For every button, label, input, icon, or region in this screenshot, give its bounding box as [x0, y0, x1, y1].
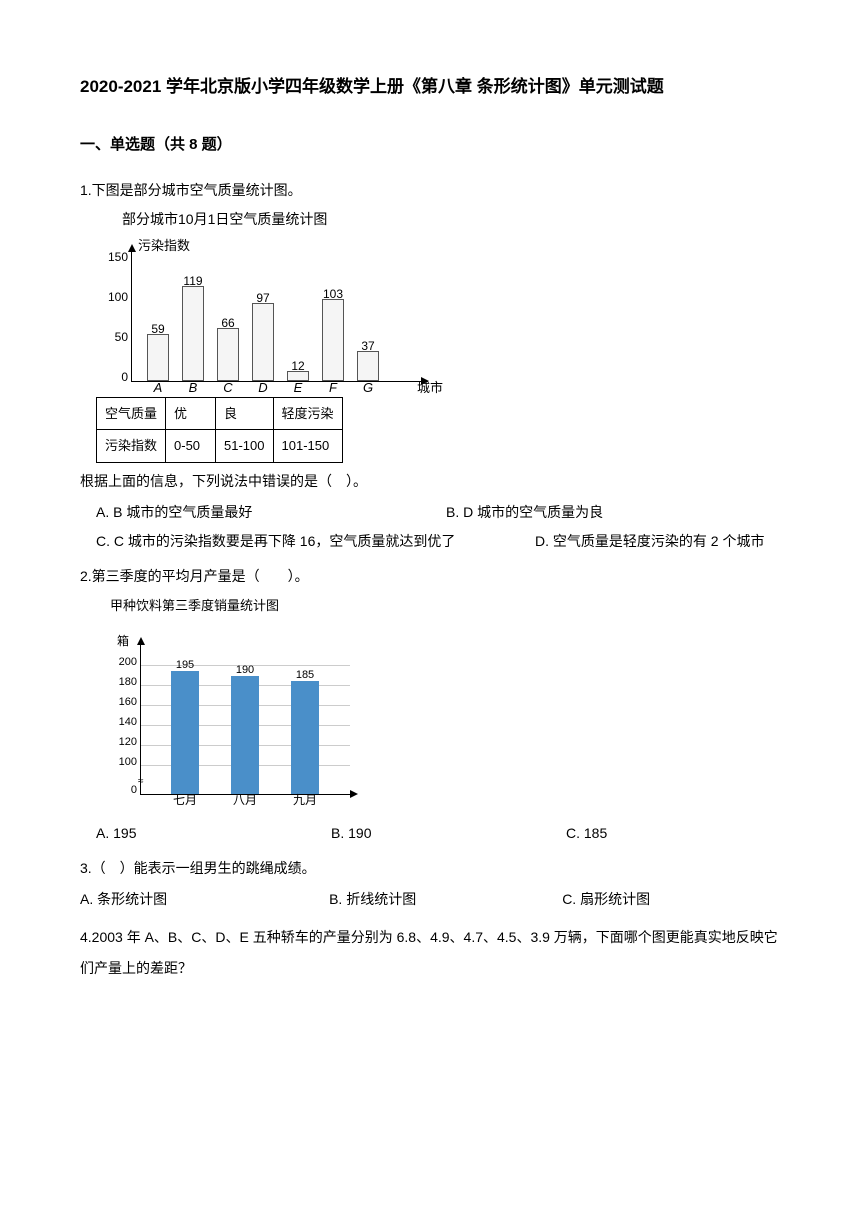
- bar-label: 103: [323, 284, 343, 306]
- arrow-right-icon: [350, 790, 358, 798]
- q3-opt-c: C. 扇形统计图: [546, 885, 779, 914]
- bar-label: 185: [296, 666, 314, 686]
- bar: 185: [291, 681, 319, 794]
- arrow-up-icon: [128, 244, 136, 252]
- ytick: 100: [111, 753, 137, 773]
- bar: 66: [217, 328, 239, 381]
- table-cell: 污染指数: [97, 430, 166, 462]
- q3-opt-a: A. 条形统计图: [80, 885, 313, 914]
- ytick: 200: [111, 653, 137, 673]
- bar-label: 190: [236, 661, 254, 681]
- q1-sub-prompt: 根据上面的信息，下列说法中错误的是（ ）。: [80, 469, 780, 494]
- q1-opt-c: C. C 城市的污染指数要是再下降 16，空气质量就达到优了: [80, 527, 535, 556]
- q1-xaxis-label: 城市: [417, 376, 443, 399]
- table-cell: 优: [166, 397, 216, 429]
- ytick: 100: [102, 287, 128, 309]
- q2-chart-title: 甲种饮料第三季度销量统计图: [110, 594, 780, 617]
- q1-chart: 部分城市10月1日空气质量统计图 污染指数 城市 05010015059A119…: [96, 207, 780, 389]
- xtick: 七月: [170, 790, 200, 812]
- bar: 97: [252, 303, 274, 381]
- ytick: 180: [111, 673, 137, 693]
- bar-label: 59: [151, 319, 164, 341]
- xtick: G: [358, 376, 378, 399]
- q1-opt-b: B. D 城市的空气质量为良: [430, 498, 780, 527]
- q1-chart-title: 部分城市10月1日空气质量统计图: [122, 207, 780, 232]
- q4-prompt: 4.2003 年 A、B、C、D、E 五种轿车的产量分别为 6.8、4.9、4.…: [80, 922, 780, 984]
- bar: 190: [231, 676, 259, 794]
- axis-break-icon: ≈: [138, 780, 144, 784]
- bar-label: 66: [221, 313, 234, 335]
- xtick: A: [148, 376, 168, 399]
- table-cell: 轻度污染: [273, 397, 342, 429]
- xtick: D: [253, 376, 273, 399]
- ytick: 50: [102, 327, 128, 349]
- xtick: F: [323, 376, 343, 399]
- q1-prompt: 1.下图是部分城市空气质量统计图。: [80, 178, 780, 203]
- xtick: E: [288, 376, 308, 399]
- q3-opt-b: B. 折线统计图: [313, 885, 546, 914]
- bar: 195: [171, 671, 199, 794]
- bar: 103: [322, 299, 344, 381]
- table-cell: 空气质量: [97, 397, 166, 429]
- q1-table: 空气质量优良轻度污染 污染指数0-5051-100101-150: [96, 397, 343, 463]
- ytick: 160: [111, 693, 137, 713]
- q3-prompt: 3.（ ）能表示一组男生的跳绳成绩。: [80, 856, 780, 881]
- q2-yunit: 箱: [117, 631, 129, 653]
- q2-opt-a: A. 195: [80, 819, 255, 848]
- xtick: C: [218, 376, 238, 399]
- ytick: 120: [111, 733, 137, 753]
- xtick: 九月: [290, 790, 320, 812]
- bar: 119: [182, 286, 204, 381]
- bar-label: 119: [183, 271, 202, 293]
- xtick: 八月: [230, 790, 260, 812]
- bar-label: 97: [256, 288, 269, 310]
- q2-chart: 箱 ≈ 1001201401601802000195七月190八月185九月: [100, 625, 360, 815]
- bar-label: 12: [291, 356, 304, 378]
- page-title: 2020-2021 学年北京版小学四年级数学上册《第八章 条形统计图》单元测试题: [80, 72, 780, 103]
- q2-prompt: 2.第三季度的平均月产量是（ ）。: [80, 564, 780, 589]
- q2-opt-c: C. 185: [550, 819, 725, 848]
- bar: 59: [147, 334, 169, 381]
- question-3: 3.（ ）能表示一组男生的跳绳成绩。 A. 条形统计图 B. 折线统计图 C. …: [80, 856, 780, 914]
- ytick: 0: [111, 781, 137, 801]
- table-cell: 101-150: [273, 430, 342, 462]
- ytick: 140: [111, 713, 137, 733]
- xtick: B: [183, 376, 203, 399]
- question-4: 4.2003 年 A、B、C、D、E 五种轿车的产量分别为 6.8、4.9、4.…: [80, 922, 780, 984]
- q1-opt-d: D. 空气质量是轻度污染的有 2 个城市: [535, 527, 780, 556]
- q2-opt-b: B. 190: [315, 819, 490, 848]
- ytick: 150: [102, 247, 128, 269]
- section-header: 一、单选题（共 8 题）: [80, 131, 780, 158]
- bar-label: 195: [176, 656, 194, 676]
- question-2: 2.第三季度的平均月产量是（ ）。 甲种饮料第三季度销量统计图 箱 ≈ 1001…: [80, 564, 780, 848]
- table-cell: 良: [216, 397, 273, 429]
- q1-opt-a: A. B 城市的空气质量最好: [80, 498, 430, 527]
- arrow-up-icon: [137, 637, 145, 645]
- table-cell: 51-100: [216, 430, 273, 462]
- table-cell: 0-50: [166, 430, 216, 462]
- ytick: 0: [102, 367, 128, 389]
- question-1: 1.下图是部分城市空气质量统计图。 部分城市10月1日空气质量统计图 污染指数 …: [80, 178, 780, 557]
- bar-label: 37: [361, 336, 374, 358]
